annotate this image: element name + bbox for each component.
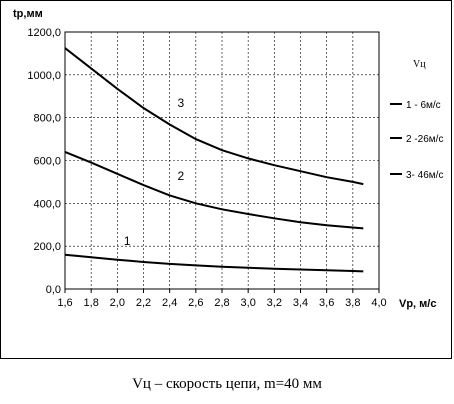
curve-label-3: 3 xyxy=(178,96,185,110)
x-tick-label: 2,6 xyxy=(188,297,203,309)
legend-entry-2: 2 -26м/с xyxy=(406,134,443,145)
curve-label-2: 2 xyxy=(178,169,185,183)
x-tick-label: 2,2 xyxy=(136,297,151,309)
figure-caption: Vц – скорость цепи, m=40 мм xyxy=(132,376,322,392)
legend-entry-3: 3- 46м/с xyxy=(406,170,443,181)
y-tick-label: 600,0 xyxy=(33,156,61,168)
x-tick-label: 4,0 xyxy=(371,297,386,309)
legend: Vц 1 - 6м/с 2 -26м/с 3- 46м/с xyxy=(390,59,443,181)
series-line-3 xyxy=(64,47,364,186)
x-tick-label: 3,6 xyxy=(319,297,334,309)
series-line-2 xyxy=(64,150,364,230)
y-axis: 0,0 200,0 400,0 600,0 800,0 1000,0 1200,0 xyxy=(27,27,61,296)
series-line-1 xyxy=(64,253,364,273)
x-tick-label: 1,6 xyxy=(57,297,72,309)
x-tick-label: 2,4 xyxy=(162,297,177,309)
y-tick-label: 400,0 xyxy=(33,198,61,210)
x-axis-title: Vp, м/с xyxy=(399,298,436,310)
x-tick-label: 3,4 xyxy=(293,297,308,309)
grid xyxy=(64,31,380,290)
x-tick-label: 3,2 xyxy=(267,297,282,309)
x-tick-label: 3,0 xyxy=(241,297,256,309)
x-tick-label: 2,0 xyxy=(110,297,125,309)
x-tick-label: 3,8 xyxy=(345,297,360,309)
y-tick-label: 0,0 xyxy=(46,284,61,296)
series-lines: 1 2 3 xyxy=(64,47,364,273)
curve-label-1: 1 xyxy=(124,234,131,248)
y-tick-label: 200,0 xyxy=(33,241,61,253)
legend-entry-1: 1 - 6м/с xyxy=(406,100,441,111)
y-tick-label: 800,0 xyxy=(33,113,61,125)
x-tick-label: 1,8 xyxy=(84,297,99,309)
x-axis: 1,6 1,8 2,0 2,2 2,4 2,6 2,8 3,0 3,2 3,4 3,6 3,8 4,0 xyxy=(57,289,387,309)
y-axis-title: tp,мм xyxy=(13,8,43,20)
y-tick-label: 1000,0 xyxy=(27,70,61,82)
legend-title: Vц xyxy=(413,59,426,70)
x-tick-label: 2,8 xyxy=(214,297,229,309)
chart-frame: 0,0 200,0 400,0 600,0 800,0 1000,0 1200,0 1,6 1… xyxy=(0,0,452,359)
y-tick-label: 1200,0 xyxy=(27,27,61,39)
